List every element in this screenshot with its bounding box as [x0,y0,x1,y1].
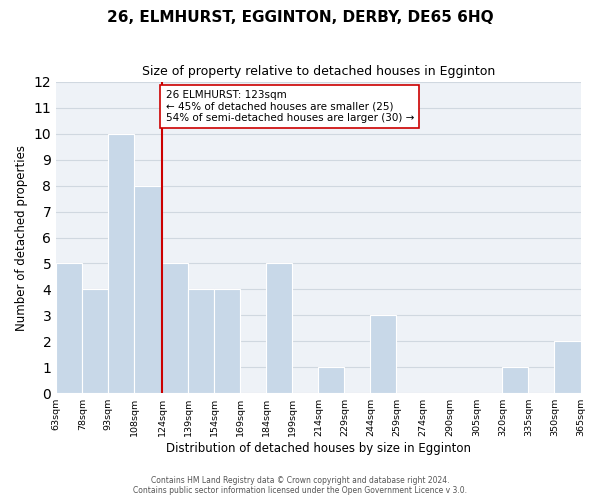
Bar [188,290,214,393]
Text: 26, ELMHURST, EGGINTON, DERBY, DE65 6HQ: 26, ELMHURST, EGGINTON, DERBY, DE65 6HQ [107,10,493,25]
Bar [214,290,240,393]
Y-axis label: Number of detached properties: Number of detached properties [15,144,28,330]
Bar [162,264,188,393]
X-axis label: Distribution of detached houses by size in Egginton: Distribution of detached houses by size … [166,442,471,455]
Text: Contains HM Land Registry data © Crown copyright and database right 2024.
Contai: Contains HM Land Registry data © Crown c… [133,476,467,495]
Bar [82,290,108,393]
Bar [502,367,529,393]
Bar [554,341,581,393]
Bar [266,264,292,393]
Bar [370,316,397,393]
Bar [319,367,344,393]
Bar [56,264,82,393]
Bar [134,186,162,393]
Text: 26 ELMHURST: 123sqm
← 45% of detached houses are smaller (25)
54% of semi-detach: 26 ELMHURST: 123sqm ← 45% of detached ho… [166,90,414,123]
Title: Size of property relative to detached houses in Egginton: Size of property relative to detached ho… [142,65,495,78]
Bar [108,134,134,393]
